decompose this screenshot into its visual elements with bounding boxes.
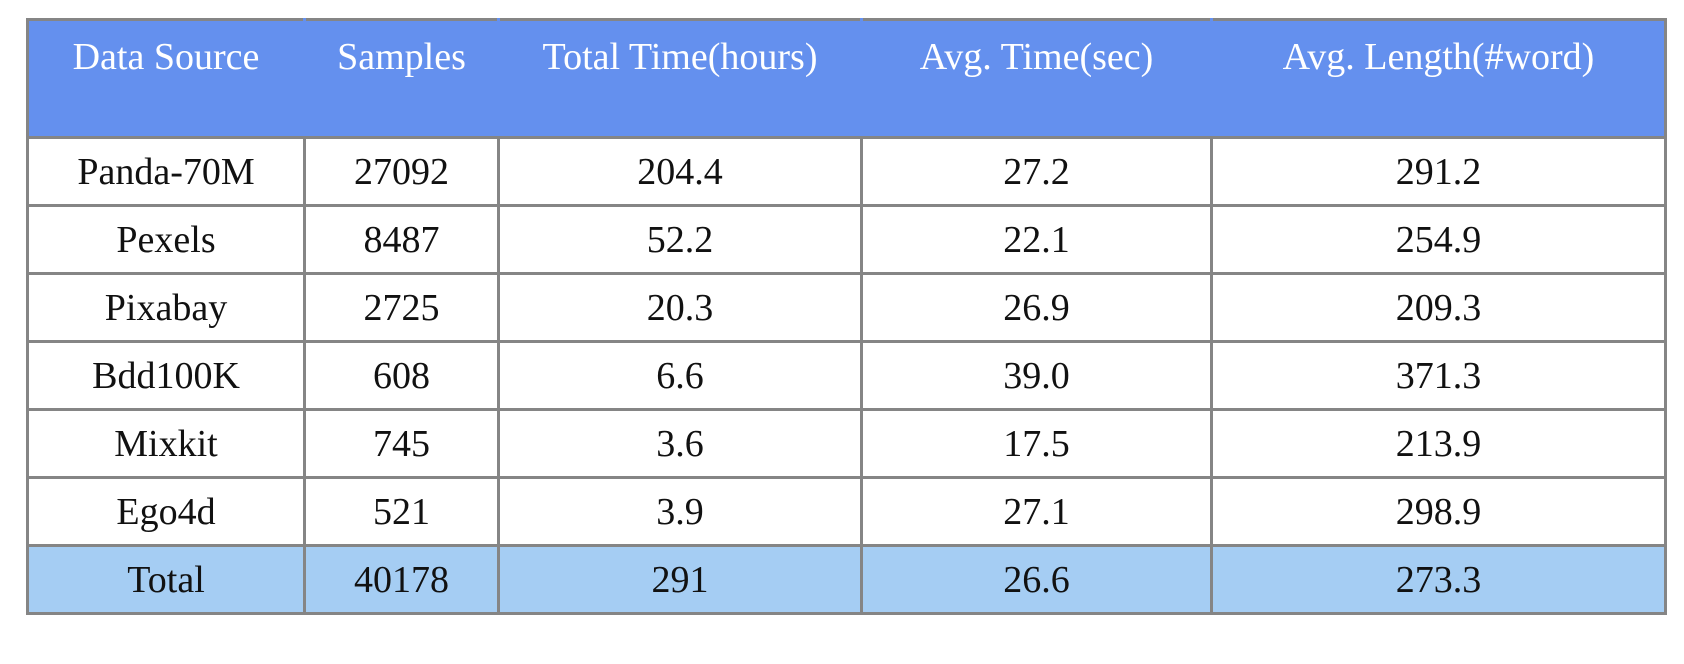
cell-avg-length: 371.3	[1210, 340, 1667, 411]
cell-total-time: 20.3	[497, 272, 863, 343]
cell-total-time: 204.4	[497, 136, 863, 207]
header-total-time: Total Time(hours)	[497, 18, 863, 139]
total-total-time: 291	[497, 544, 863, 615]
header-data-source: Data Source	[26, 18, 306, 139]
cell-avg-time: 39.0	[860, 340, 1213, 411]
cell-avg-length: 254.9	[1210, 204, 1667, 275]
cell-samples: 745	[303, 408, 500, 479]
cell-data-source: Pexels	[26, 204, 306, 275]
cell-total-time: 6.6	[497, 340, 863, 411]
data-source-table: Data Source Samples Total Time(hours) Av…	[26, 18, 1667, 615]
cell-data-source: Pixabay	[26, 272, 306, 343]
cell-samples: 2725	[303, 272, 500, 343]
header-avg-length: Avg. Length(#word)	[1210, 18, 1667, 139]
cell-avg-time: 27.2	[860, 136, 1213, 207]
table-row: Ego4d 521 3.9 27.1 298.9	[26, 476, 1667, 547]
total-avg-time: 26.6	[860, 544, 1213, 615]
total-samples: 40178	[303, 544, 500, 615]
cell-total-time: 52.2	[497, 204, 863, 275]
total-avg-length: 273.3	[1210, 544, 1667, 615]
cell-data-source: Panda-70M	[26, 136, 306, 207]
total-row: Total 40178 291 26.6 273.3	[26, 544, 1667, 615]
header-row: Data Source Samples Total Time(hours) Av…	[26, 18, 1667, 139]
cell-avg-time: 17.5	[860, 408, 1213, 479]
cell-avg-length: 213.9	[1210, 408, 1667, 479]
table-row: Bdd100K 608 6.6 39.0 371.3	[26, 340, 1667, 411]
cell-avg-length: 291.2	[1210, 136, 1667, 207]
data-table-container: Data Source Samples Total Time(hours) Av…	[26, 18, 1667, 615]
table-row: Panda-70M 27092 204.4 27.2 291.2	[26, 136, 1667, 207]
cell-samples: 608	[303, 340, 500, 411]
cell-avg-time: 27.1	[860, 476, 1213, 547]
cell-samples: 521	[303, 476, 500, 547]
cell-avg-length: 298.9	[1210, 476, 1667, 547]
cell-data-source: Ego4d	[26, 476, 306, 547]
total-label: Total	[26, 544, 306, 615]
cell-avg-time: 22.1	[860, 204, 1213, 275]
table-row: Pexels 8487 52.2 22.1 254.9	[26, 204, 1667, 275]
cell-samples: 8487	[303, 204, 500, 275]
cell-total-time: 3.9	[497, 476, 863, 547]
table-body: Panda-70M 27092 204.4 27.2 291.2 Pexels …	[26, 136, 1667, 615]
cell-data-source: Mixkit	[26, 408, 306, 479]
table-header: Data Source Samples Total Time(hours) Av…	[26, 18, 1667, 139]
header-samples: Samples	[303, 18, 500, 139]
table-row: Pixabay 2725 20.3 26.9 209.3	[26, 272, 1667, 343]
cell-data-source: Bdd100K	[26, 340, 306, 411]
cell-avg-time: 26.9	[860, 272, 1213, 343]
table-row: Mixkit 745 3.6 17.5 213.9	[26, 408, 1667, 479]
cell-avg-length: 209.3	[1210, 272, 1667, 343]
cell-samples: 27092	[303, 136, 500, 207]
header-avg-time: Avg. Time(sec)	[860, 18, 1213, 139]
cell-total-time: 3.6	[497, 408, 863, 479]
